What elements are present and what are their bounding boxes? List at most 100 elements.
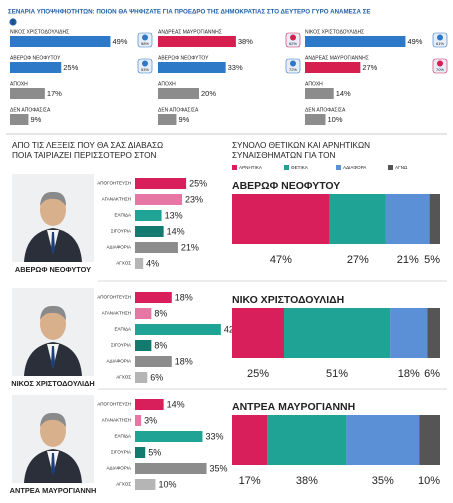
emotion-label: ΕΛΠΙΔΑ bbox=[114, 213, 131, 218]
stack-title: ΑΝΤΡΕΑ ΜΑΥΡΟΓΙΑΝΝΗ bbox=[232, 401, 355, 413]
stack-value-label: 35% bbox=[372, 475, 394, 487]
bar bbox=[135, 340, 152, 351]
stack-value-label: 25% bbox=[247, 368, 269, 380]
value-label: 25% bbox=[189, 178, 207, 188]
legend-swatch bbox=[388, 165, 393, 170]
bar bbox=[135, 210, 162, 221]
bar bbox=[135, 258, 144, 269]
stack-value-label: 38% bbox=[296, 475, 318, 487]
bar bbox=[135, 463, 207, 474]
emotion-label: ΑΓΑΝΑΚΤΗΣΗ bbox=[102, 311, 131, 316]
emotion-label: ΑΔΙΑΦΟΡΙΑ bbox=[107, 359, 131, 364]
feelings-title: ΣΥΝΟΛΟ ΘΕΤΙΚΩΝ ΚΑΙ ΑΡΝΗΤΙΚΩΝ bbox=[232, 141, 370, 150]
badge-label: 72% bbox=[289, 67, 297, 72]
bar bbox=[10, 88, 45, 99]
emotion-label: ΑΓΧΟΣ bbox=[116, 261, 131, 266]
scenario-label: ΑΠΟΧΗ bbox=[158, 81, 176, 87]
bar bbox=[135, 447, 146, 458]
value-label: 33% bbox=[205, 431, 223, 441]
value-label: 13% bbox=[165, 210, 183, 220]
emotion-label: ΑΓΑΝΑΚΤΗΣΗ bbox=[102, 418, 131, 423]
bar bbox=[305, 114, 326, 125]
bar bbox=[135, 479, 156, 490]
scenario-label: ΔΕΝ ΑΠΟΦΑΣΙΣΑ bbox=[305, 107, 346, 113]
scenario-number-bg bbox=[9, 18, 17, 26]
bar bbox=[135, 308, 152, 319]
photo-tie bbox=[51, 232, 55, 254]
bar bbox=[305, 62, 361, 73]
legend-swatch bbox=[284, 165, 289, 170]
value-label: 38% bbox=[238, 37, 253, 46]
bar bbox=[305, 88, 334, 99]
value-label: 49% bbox=[112, 37, 127, 46]
stack-segment bbox=[232, 308, 284, 358]
stack-segment bbox=[284, 308, 391, 358]
badge-icon bbox=[142, 60, 148, 67]
emotions-title: ΑΠΟ ΤΙΣ ΛΕΞΕΙΣ ΠΟΥ ΘΑ ΣΑΣ ΔΙΑΒΑΣΩ bbox=[12, 141, 163, 150]
stack-value-label: 6% bbox=[424, 368, 440, 380]
photo-tie bbox=[51, 346, 55, 368]
emotion-label: ΣΙΓΟΥΡΙΑ bbox=[111, 343, 131, 348]
emotion-label: ΣΙΓΟΥΡΙΑ bbox=[111, 229, 131, 234]
value-label: 20% bbox=[201, 89, 216, 98]
scenario-label: ΝΙΚΟΣ ΧΡΙΣΤΟΔΟΥΛΙΔΗΣ bbox=[10, 29, 69, 35]
bar bbox=[135, 292, 172, 303]
stack-value-label: 18% bbox=[398, 368, 420, 380]
value-label: 27% bbox=[362, 63, 377, 72]
photo-head bbox=[40, 415, 66, 447]
scenario-number: 1 bbox=[12, 20, 15, 26]
photo-hair bbox=[40, 305, 66, 320]
value-label: 18% bbox=[175, 292, 193, 302]
bar bbox=[158, 62, 226, 73]
bar bbox=[135, 178, 187, 189]
stack-value-label: 17% bbox=[239, 475, 261, 487]
emotion-label: ΑΔΙΑΦΟΡΙΑ bbox=[107, 466, 131, 471]
photo-caption: ΑΒΕΡΩΦ ΝΕΟΦΥΤΟΥ bbox=[15, 265, 91, 274]
photo-hair bbox=[40, 191, 66, 206]
value-label: 33% bbox=[228, 63, 243, 72]
stack-segment bbox=[429, 194, 440, 244]
value-label: 5% bbox=[148, 447, 161, 457]
stack-value-label: 10% bbox=[418, 475, 440, 487]
emotion-label: ΑΔΙΑΦΟΡΙΑ bbox=[107, 245, 131, 250]
value-label: 9% bbox=[30, 115, 41, 124]
value-label: 8% bbox=[154, 308, 167, 318]
emotion-label: ΑΓΧΟΣ bbox=[116, 375, 131, 380]
legend-label: ΑΔΙΑΦΟΡΑ bbox=[343, 165, 367, 170]
stack-value-label: 51% bbox=[326, 368, 348, 380]
bar bbox=[10, 62, 62, 73]
value-label: 8% bbox=[154, 340, 167, 350]
emotion-label: ΣΙΓΟΥΡΙΑ bbox=[111, 450, 131, 455]
legend-swatch bbox=[336, 165, 341, 170]
emotion-label: ΑΓΧΟΣ bbox=[116, 482, 131, 487]
scenario-label: ΔΕΝ ΑΠΟΦΑΣΙΣΑ bbox=[158, 107, 199, 113]
feelings-title: ΣΥΝΑΙΣΘΗΜΑΤΩΝ ΓΙΑ ΤΟΝ bbox=[232, 151, 335, 160]
emotion-label: ΑΠΟΓΟΗΤΕΥΣΗ bbox=[97, 295, 131, 300]
stack-value-label: 47% bbox=[270, 254, 292, 266]
legend-label: ΑΡΝΗΤΙΚΑ bbox=[239, 165, 263, 170]
stack-title: ΝΙΚΟ ΧΡΙΣΤΟΔΟΥΛΙΔΗ bbox=[232, 294, 344, 306]
bar bbox=[135, 194, 183, 205]
bar bbox=[10, 36, 111, 47]
scenario-label: ΑΒΕΡΩΦ ΝΕΟΦΥΤΟΥ bbox=[158, 55, 209, 61]
value-label: 25% bbox=[63, 63, 78, 72]
badge-label: 58% bbox=[141, 41, 149, 46]
legend-label: ΑΓΝΩ bbox=[395, 165, 408, 170]
emotion-label: ΕΛΠΙΔΑ bbox=[114, 434, 131, 439]
stack-segment bbox=[346, 415, 420, 465]
emotion-label: ΕΛΠΙΔΑ bbox=[114, 327, 131, 332]
badge-icon bbox=[290, 60, 296, 67]
legend-swatch bbox=[232, 165, 237, 170]
stack-segment bbox=[329, 194, 386, 244]
value-label: 14% bbox=[336, 89, 351, 98]
value-label: 10% bbox=[158, 479, 176, 489]
stack-segment bbox=[419, 415, 440, 465]
stack-segment bbox=[232, 194, 330, 244]
bar bbox=[135, 415, 142, 426]
badge-icon bbox=[142, 34, 148, 41]
bar bbox=[135, 431, 203, 442]
scenario-label: ΑΠΟΧΗ bbox=[305, 81, 323, 87]
bar bbox=[135, 324, 221, 335]
scenario-label: ΑΠΟΧΗ bbox=[10, 81, 28, 87]
